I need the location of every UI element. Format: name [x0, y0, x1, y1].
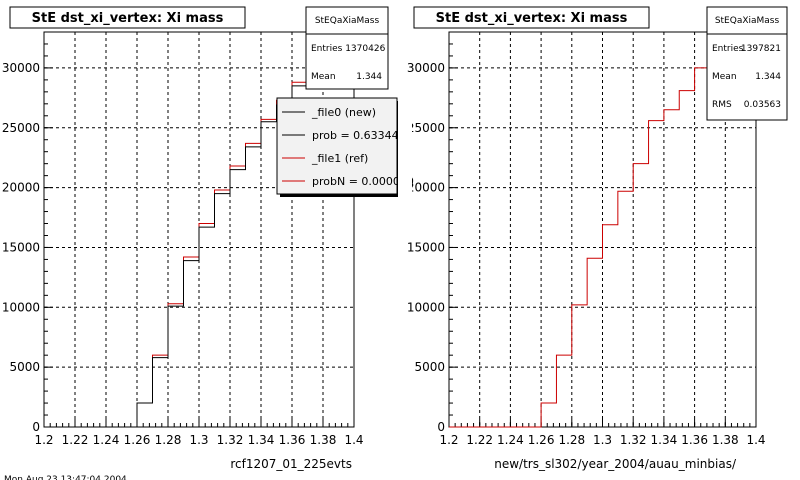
- legend-entry: prob = 0.633449: [312, 129, 406, 142]
- x-axis-label: new/trs_sl302/year_2004/auau_minbias/: [494, 457, 737, 471]
- y-tick-label: 30000: [2, 61, 40, 75]
- y-tick-label: 0: [32, 420, 40, 434]
- x-tick-label: 1.26: [124, 433, 151, 447]
- x-tick-label: 1.2: [439, 433, 458, 447]
- chart-title: StE dst_xi_vertex: Xi mass: [32, 11, 224, 26]
- x-tick-label: 1.34: [248, 433, 275, 447]
- stats-box: [706, 6, 788, 121]
- stats-value: 1.344: [356, 72, 382, 82]
- x-tick-label: 1.34: [651, 433, 678, 447]
- chart-panel-1: 1.2 1.22 1.24 1.26 1.28 1.3 1.32 1.34 1.36 1.38 1.…: [2, 6, 414, 471]
- stats-label: Mean: [712, 72, 737, 82]
- x-tick-label: 1.28: [558, 433, 585, 447]
- stats-box: [305, 6, 389, 90]
- x-tick-label: 1.28: [155, 433, 182, 447]
- x-tick-label: 1.32: [620, 433, 647, 447]
- chart-panel-2: 1.2 1.22 1.24 1.26 1.28 1.3 1.32 1.34 1.36 1.38 1.…: [407, 6, 788, 471]
- gutter: [398, 95, 412, 199]
- footer-timestamp: Mon Aug 23 13:47:04 2004: [4, 475, 127, 480]
- x-tick-label: 1.3: [593, 433, 612, 447]
- x-tick-label: 1.3: [189, 433, 208, 447]
- x-tick-label: 1.26: [528, 433, 555, 447]
- title-box: [413, 6, 650, 29]
- legend-entry: _file1 (ref): [311, 152, 368, 165]
- x-tick-label: 1.38: [712, 433, 739, 447]
- stats-entries: Entries 1370426: [311, 44, 386, 54]
- stats-label: Entries: [712, 44, 744, 54]
- y-tick-label: 20000: [407, 181, 445, 195]
- legend-entry: probN = 0.000000: [312, 175, 414, 188]
- title-box: [9, 6, 246, 29]
- x-tick-label: 1.32: [217, 433, 244, 447]
- chart-title: StE dst_xi_vertex: Xi mass: [436, 11, 628, 26]
- stats-value: 1397821: [741, 44, 781, 54]
- y-tick-label: 10000: [2, 300, 40, 314]
- legend-entry: _file0 (new): [311, 106, 376, 119]
- y-tick-label: 25000: [407, 121, 445, 135]
- legend-box: [276, 97, 398, 195]
- y-tick-label: 15000: [407, 240, 445, 254]
- x-axis-label: rcf1207_01_225evts: [230, 457, 352, 471]
- series-line-main: [449, 55, 741, 428]
- stats-name: StEQaXiaMass: [715, 16, 780, 26]
- stats-name: StEQaXiaMass: [315, 16, 380, 26]
- stats-value: 1.344: [755, 72, 781, 82]
- y-tick-label: 10000: [407, 300, 445, 314]
- y-tick-label: 30000: [407, 61, 445, 75]
- y-tick-label: 0: [437, 420, 445, 434]
- x-tick-label: 1.22: [62, 433, 89, 447]
- y-tick-label: 5000: [9, 360, 40, 374]
- stats-value: 0.03563: [744, 100, 781, 110]
- x-tick-label: 1.2: [34, 433, 53, 447]
- x-tick-label: 1.36: [681, 433, 708, 447]
- y-tick-label: 20000: [2, 181, 40, 195]
- y-tick-label: 15000: [2, 240, 40, 254]
- x-tick-label: 1.22: [466, 433, 493, 447]
- stats-label: Mean: [311, 72, 336, 82]
- x-tick-label: 1.36: [279, 433, 306, 447]
- x-tick-label: 1.4: [344, 433, 363, 447]
- y-tick-label: 5000: [414, 360, 445, 374]
- x-tick-label: 1.38: [310, 433, 337, 447]
- y-tick-label: 25000: [2, 121, 40, 135]
- x-tick-label: 1.24: [93, 433, 120, 447]
- x-tick-label: 1.24: [497, 433, 524, 447]
- x-tick-label: 1.4: [746, 433, 765, 447]
- stats-label: RMS: [712, 100, 732, 110]
